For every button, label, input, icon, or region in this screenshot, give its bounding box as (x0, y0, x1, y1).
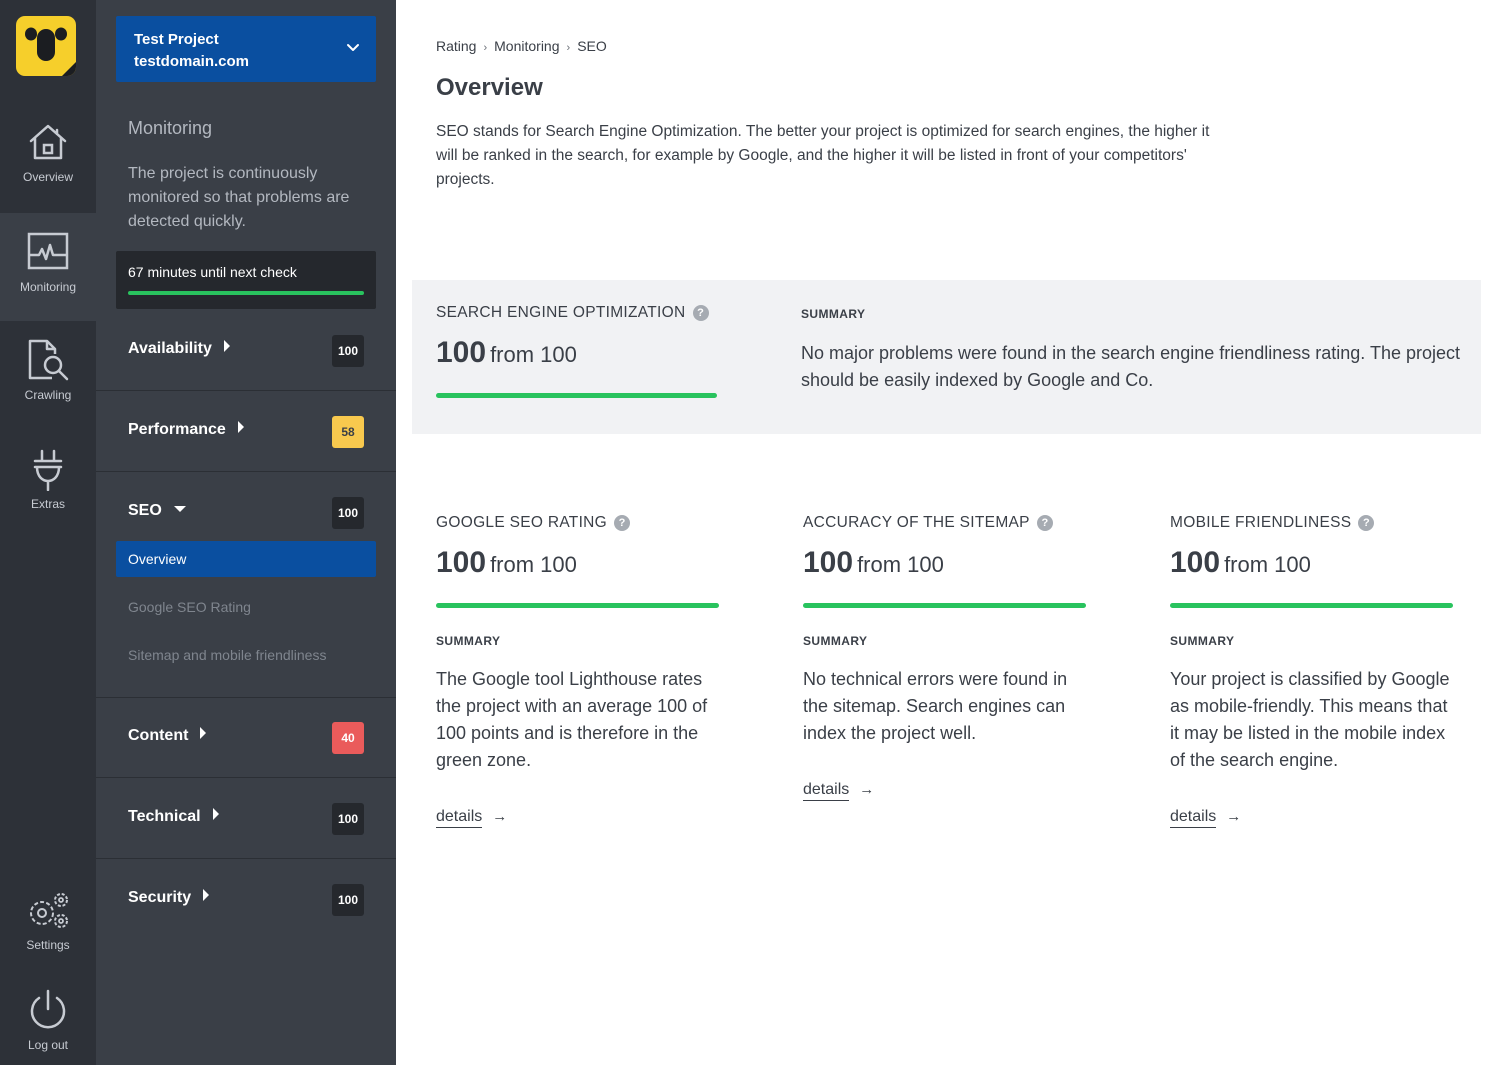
card-summary-text: The Google tool Lighthouse rates the pro… (436, 669, 708, 770)
card-metric-label: GOOGLE SEO RATING? (436, 514, 631, 532)
card-metric-label: MOBILE FRIENDLINESS? (1170, 514, 1375, 532)
card-progress-bar (803, 603, 1086, 608)
rail-item-logout[interactable]: Log out (0, 974, 96, 1065)
breadcrumb-separator-icon: › (483, 42, 488, 54)
category-name: SEO (128, 502, 186, 520)
hero-progress-bar (436, 393, 717, 398)
rail-item-overview[interactable]: Overview (0, 105, 96, 213)
details-link[interactable]: details → (1170, 808, 1242, 828)
rail-label: Overview (22, 170, 73, 184)
breadcrumb-separator-icon: › (566, 42, 571, 54)
hero-summary-text: No major problems were found in the sear… (801, 343, 1461, 390)
card-summary-label: SUMMARY (1170, 634, 1235, 648)
category-name: Security (128, 889, 210, 907)
card-progress-bar (1170, 603, 1453, 608)
rail-item-monitoring[interactable]: Monitoring (0, 213, 96, 321)
rail-item-extras[interactable]: Extras (0, 430, 96, 538)
icon-rail: Overview Monitoring Crawling Extras (0, 0, 96, 1065)
seo-subnav-google-seo-rating[interactable]: Google SEO Rating (128, 599, 251, 615)
breadcrumb: Rating › Monitoring › SEO (436, 38, 607, 54)
house-icon (29, 124, 67, 160)
category-content[interactable]: Content 40 (96, 697, 396, 778)
power-icon (30, 989, 66, 1029)
project-name: Test Project (134, 31, 219, 48)
arrow-right-icon: → (1226, 808, 1242, 825)
score-badge: 100 (332, 884, 364, 916)
breadcrumb-item: SEO (577, 38, 607, 54)
caret-right-icon (203, 889, 210, 901)
category-name: Availability (128, 340, 230, 358)
monitoring-sidebar: Test Project testdomain.com Monitoring T… (96, 0, 396, 1065)
rail-item-crawling[interactable]: Crawling (0, 322, 96, 430)
card-score: 100 from 100 (1170, 546, 1311, 579)
hero-summary-label: SUMMARY (801, 307, 866, 321)
rail-item-settings[interactable]: Settings (0, 876, 96, 984)
category-seo[interactable]: SEO 100 (96, 472, 396, 698)
rail-label: Settings (26, 938, 70, 952)
caret-right-icon (223, 340, 230, 352)
score-badge: 100 (332, 335, 364, 367)
help-icon[interactable]: ? (692, 305, 709, 321)
score-badge: 40 (332, 722, 364, 754)
hero-metric-label: SEARCH ENGINE OPTIMIZATION? (436, 304, 709, 322)
score-badge: 58 (332, 416, 364, 448)
next-check-panel: 67 minutes until next check (116, 251, 376, 309)
category-name: Technical (128, 808, 219, 826)
plug-icon (33, 449, 63, 491)
chevron-down-icon (347, 44, 359, 51)
project-domain: testdomain.com (134, 53, 250, 70)
caret-right-icon (237, 421, 244, 433)
card-summary-label: SUMMARY (436, 634, 501, 648)
card-score: 100 from 100 (803, 546, 944, 579)
rail-label: Extras (30, 497, 65, 511)
card-metric-label: ACCURACY OF THE SITEMAP? (803, 514, 1053, 532)
caret-right-icon (200, 727, 207, 739)
seo-subnav-sitemap-mobile[interactable]: Sitemap and mobile friendliness (128, 647, 327, 663)
breadcrumb-item[interactable]: Monitoring (494, 38, 560, 54)
rail-label: Log out (27, 1038, 69, 1052)
category-availability[interactable]: Availability 100 (96, 310, 396, 391)
score-badge: 100 (332, 803, 364, 835)
next-check-text: 67 minutes until next check (128, 264, 297, 280)
help-icon[interactable]: ? (1036, 515, 1053, 531)
card-progress-bar (436, 603, 719, 608)
rail-label: Crawling (24, 388, 72, 402)
category-security[interactable]: Security 100 (96, 859, 396, 940)
caret-right-icon (212, 808, 219, 820)
arrow-right-icon: → (859, 781, 875, 798)
intro-text: SEO stands for Search Engine Optimizatio… (436, 123, 1210, 188)
breadcrumb-item[interactable]: Rating (436, 38, 477, 54)
card-summary-text: Your project is classified by Google as … (1170, 669, 1450, 770)
rail-label: Monitoring (19, 280, 77, 294)
heartbeat-monitor-icon (27, 232, 69, 270)
score-badge: 100 (332, 497, 364, 529)
gears-icon (30, 893, 68, 928)
help-icon[interactable]: ? (614, 515, 631, 531)
seo-subnav-overview[interactable]: Overview (116, 541, 376, 577)
seo-summary-panel (412, 280, 1481, 434)
next-check-progress (128, 291, 364, 295)
card-summary-label: SUMMARY (803, 634, 868, 648)
document-search-icon (28, 339, 69, 381)
monitoring-title: Monitoring (128, 118, 213, 138)
monitoring-description: The project is continuously monitored so… (128, 165, 350, 230)
category-technical[interactable]: Technical 100 (96, 778, 396, 859)
card-score: 100 from 100 (436, 546, 577, 579)
details-link[interactable]: details → (436, 808, 508, 828)
hero-score: 100 from 100 (436, 336, 577, 369)
caret-down-icon (173, 506, 186, 512)
project-selector[interactable]: Test Project testdomain.com (116, 16, 376, 82)
arrow-right-icon: → (492, 808, 508, 825)
category-name: Performance (128, 421, 244, 439)
category-name: Content (128, 727, 207, 745)
help-icon[interactable]: ? (1358, 515, 1375, 531)
card-summary-text: No technical errors were found in the si… (803, 669, 1068, 743)
page-title: Overview (436, 74, 543, 101)
category-performance[interactable]: Performance 58 (96, 391, 396, 472)
details-link[interactable]: details → (803, 781, 875, 801)
koala-logo-icon[interactable] (16, 16, 76, 76)
